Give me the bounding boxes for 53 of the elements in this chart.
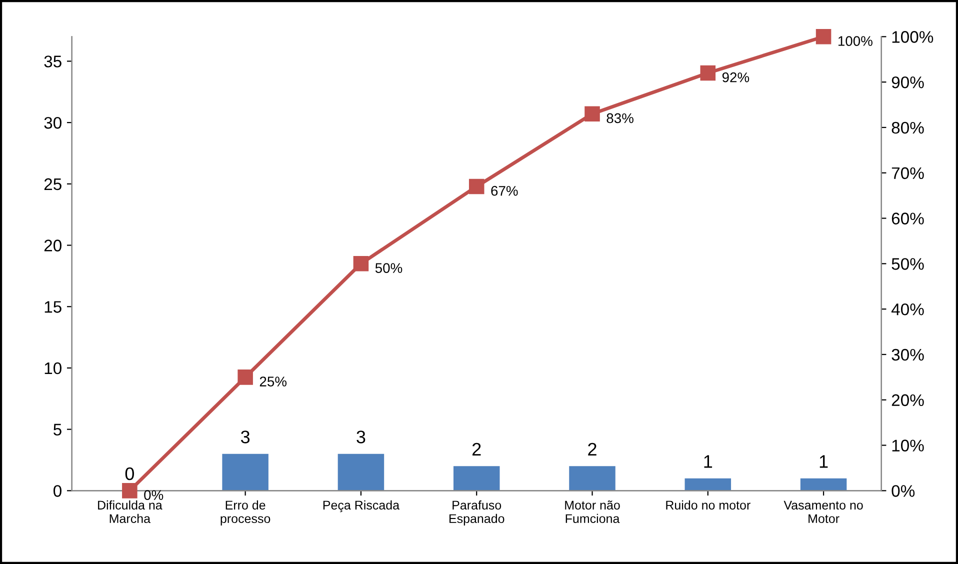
bar — [684, 478, 732, 491]
x-tick-label: Peça Riscada — [323, 500, 400, 512]
y2-tick-label: 50% — [892, 258, 924, 270]
y2-tick-label: 90% — [892, 76, 924, 88]
data-label: 3 — [356, 430, 366, 444]
point — [700, 65, 716, 81]
x-tick-label: Motor não Fumciona — [565, 500, 620, 524]
data-label: 100% — [838, 36, 872, 46]
y-tick-label: 10 — [44, 362, 62, 374]
y2-tick-label: 40% — [891, 303, 924, 316]
y2-tick-label: 10% — [892, 440, 924, 452]
bar — [338, 454, 384, 491]
point — [468, 178, 484, 194]
data-label: 1 — [820, 455, 828, 468]
x-tick-label: Erro de processo — [220, 500, 270, 526]
data-label: 83% — [606, 113, 634, 124]
point — [816, 29, 832, 44]
y2-tick-label: 30% — [892, 348, 924, 361]
y-tick-label: 0 — [54, 485, 62, 497]
y2-tick-label: 20% — [892, 394, 924, 406]
bar — [453, 466, 500, 491]
y-tick-label: 35 — [44, 56, 62, 68]
bar — [222, 454, 268, 491]
y2-tick-label: 100% — [892, 31, 934, 43]
data-label: 25% — [260, 376, 287, 386]
y-tick-label: 15 — [44, 301, 62, 313]
data-label: 0 — [125, 467, 134, 480]
y2-tick-label: 0% — [892, 485, 915, 497]
y-tick-label: 25 — [44, 178, 62, 190]
point — [353, 256, 369, 272]
point — [122, 483, 138, 498]
data-label: 1 — [704, 455, 712, 468]
data-label: 50% — [375, 263, 402, 273]
data-label: 2 — [472, 442, 481, 456]
data-label: 0% — [144, 490, 164, 500]
data-label: 2 — [588, 442, 596, 456]
y2-tick-label: 60% — [892, 212, 924, 224]
y2-tick-label: 80% — [892, 122, 924, 134]
data-label: 67% — [491, 186, 518, 196]
data-label: 3 — [240, 430, 250, 444]
bar — [569, 466, 616, 491]
point — [238, 370, 253, 385]
x-tick-label: Ruido no motor — [666, 500, 750, 510]
x-tick-label: Parafuso Espanado — [449, 500, 504, 526]
point — [584, 106, 600, 122]
y2-tick-label: 70% — [892, 167, 924, 180]
y-tick-label: 20 — [44, 240, 62, 252]
data-label: 92% — [722, 72, 750, 82]
x-tick-label: Vasamento no Motor — [784, 500, 863, 524]
bar — [800, 478, 847, 491]
y-tick-label: 5 — [54, 424, 62, 436]
y-tick-label: 30 — [44, 116, 62, 129]
x-tick-label: Dificulda na Marcha — [98, 500, 162, 524]
